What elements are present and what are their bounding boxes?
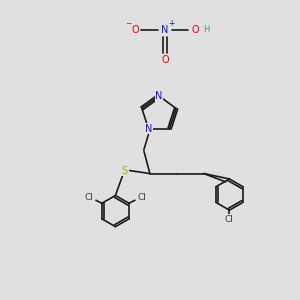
Text: N: N [145,124,152,134]
Text: O: O [191,25,199,35]
Text: Cl: Cl [85,194,93,202]
Text: N: N [155,91,163,101]
Text: Cl: Cl [137,194,146,202]
Text: N: N [161,25,169,35]
Text: O: O [131,25,139,35]
Text: O: O [161,55,169,65]
Text: H: H [203,26,210,34]
Text: −: − [125,19,132,28]
Text: +: + [168,19,175,28]
Text: Cl: Cl [225,215,234,224]
Text: S: S [122,166,128,176]
